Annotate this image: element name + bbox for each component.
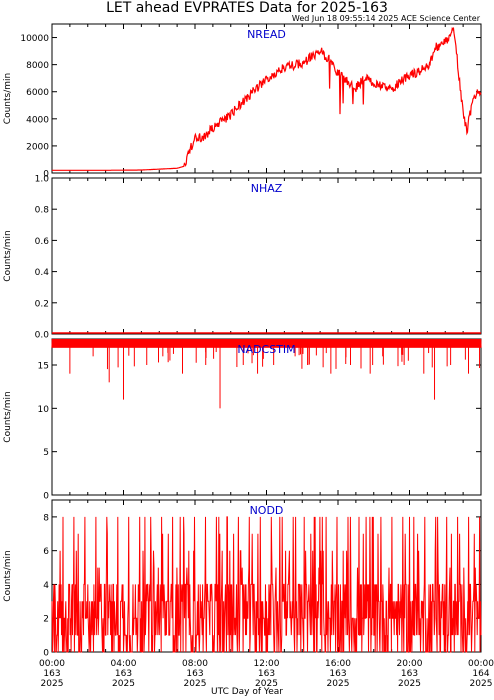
nread-ytick-label: 4000 xyxy=(26,115,49,125)
nhaz-ytick-label: 0.2 xyxy=(35,299,49,309)
nhaz-ytick-label: 1.0 xyxy=(35,175,50,185)
x-tick-doy-label: 163 xyxy=(186,669,203,679)
x-tick-year-label: 2025 xyxy=(470,679,493,689)
x-tick-time-label: 00:00 xyxy=(39,659,65,669)
x-tick-time-label: 16:00 xyxy=(325,659,351,669)
nhaz-panel-frame xyxy=(51,177,482,335)
x-tick-year-label: 2025 xyxy=(41,679,64,689)
x-tick-time-label: 08:00 xyxy=(182,659,208,669)
nread-ytick-label: 0 xyxy=(43,170,49,180)
nodd-ytick-label: 6 xyxy=(43,547,49,557)
nhaz-ytick-label: 0.0 xyxy=(35,331,50,341)
nadcstim-ytick-label: 0 xyxy=(43,492,49,502)
nhaz-ytick-label: 0.4 xyxy=(35,268,50,278)
nodd-ytick-label: 4 xyxy=(43,581,49,591)
nodd-panel-label: NODD xyxy=(250,504,284,517)
nhaz-panel-label: NHAZ xyxy=(251,182,283,195)
nhaz-y-axis-label: Counts/min xyxy=(3,230,13,281)
nread-series-line xyxy=(52,26,482,171)
nread-panel-frame xyxy=(51,23,482,174)
x-tick-doy-label: 164 xyxy=(472,669,489,679)
x-tick-time-label: 12:00 xyxy=(254,659,280,669)
nadcstim-series-band xyxy=(52,339,481,348)
nodd-ytick-label: 0 xyxy=(43,649,49,659)
x-tick-time-label: 04:00 xyxy=(111,659,137,669)
nodd-ytick-label: 8 xyxy=(43,513,49,523)
nadcstim-y-axis-label: Counts/min xyxy=(3,391,13,442)
nadcstim-ytick-label: 15 xyxy=(38,362,49,372)
x-tick-doy-label: 163 xyxy=(115,669,132,679)
x-tick-doy-label: 163 xyxy=(329,669,346,679)
nadcstim-ytick-label: 5 xyxy=(43,448,49,458)
nhaz-ytick-label: 0.6 xyxy=(35,237,50,247)
x-tick-doy-label: 163 xyxy=(258,669,275,679)
nodd-ytick-label: 2 xyxy=(43,615,49,625)
chart-title: LET ahead EVPRATES Data for 2025-163 xyxy=(106,0,388,16)
x-tick-doy-label: 163 xyxy=(43,669,60,679)
x-tick-time-label: 00:00 xyxy=(468,659,494,669)
x-tick-year-label: 2025 xyxy=(398,679,421,689)
nread-ytick-label: 6000 xyxy=(26,88,49,98)
x-tick-year-label: 2025 xyxy=(184,679,207,689)
nodd-series-line xyxy=(51,516,482,653)
nadcstim-ytick-label: 10 xyxy=(38,405,50,415)
nread-panel-label: NREAD xyxy=(247,28,286,41)
x-axis-title: UTC Day of Year xyxy=(211,687,283,697)
nodd-y-axis-label: Counts/min xyxy=(3,550,13,601)
x-tick-time-label: 20:00 xyxy=(397,659,423,669)
x-tick-year-label: 2025 xyxy=(112,679,135,689)
nread-y-axis-label: Counts/min xyxy=(3,73,13,124)
nhaz-ytick-label: 0.8 xyxy=(35,206,50,216)
x-tick-year-label: 2025 xyxy=(327,679,350,689)
nadcstim-panel-label: NADCSTIM xyxy=(237,343,295,356)
generated-timestamp: Wed Jun 18 09:55:14 2025 ACE Science Cen… xyxy=(291,14,480,23)
nread-ytick-label: 2000 xyxy=(26,142,49,152)
x-tick-year-label: 2025 xyxy=(255,679,278,689)
x-tick-doy-label: 163 xyxy=(401,669,418,679)
nadcstim-panel-frame xyxy=(51,338,482,496)
nread-ytick-label: 10000 xyxy=(20,34,49,44)
nread-ytick-label: 8000 xyxy=(26,61,49,71)
